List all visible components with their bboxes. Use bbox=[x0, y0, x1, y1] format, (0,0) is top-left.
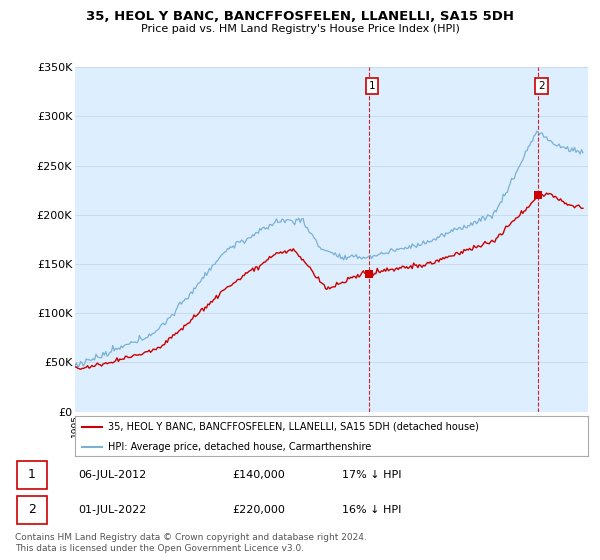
FancyBboxPatch shape bbox=[17, 460, 47, 488]
Text: 01-JUL-2022: 01-JUL-2022 bbox=[78, 505, 146, 515]
Text: Contains HM Land Registry data © Crown copyright and database right 2024.: Contains HM Land Registry data © Crown c… bbox=[15, 533, 367, 542]
Text: This data is licensed under the Open Government Licence v3.0.: This data is licensed under the Open Gov… bbox=[15, 544, 304, 553]
Text: 1: 1 bbox=[28, 468, 35, 481]
Text: 1: 1 bbox=[369, 81, 376, 91]
Text: £140,000: £140,000 bbox=[233, 470, 286, 479]
FancyBboxPatch shape bbox=[17, 496, 47, 524]
Text: 06-JUL-2012: 06-JUL-2012 bbox=[78, 470, 146, 479]
Text: £220,000: £220,000 bbox=[233, 505, 286, 515]
Text: 16% ↓ HPI: 16% ↓ HPI bbox=[341, 505, 401, 515]
Text: HPI: Average price, detached house, Carmarthenshire: HPI: Average price, detached house, Carm… bbox=[109, 442, 371, 452]
Text: 2: 2 bbox=[28, 503, 35, 516]
Text: 35, HEOL Y BANC, BANCFFOSFELEN, LLANELLI, SA15 5DH: 35, HEOL Y BANC, BANCFFOSFELEN, LLANELLI… bbox=[86, 10, 514, 23]
Text: 17% ↓ HPI: 17% ↓ HPI bbox=[341, 470, 401, 479]
Text: 2: 2 bbox=[538, 81, 545, 91]
Text: Price paid vs. HM Land Registry's House Price Index (HPI): Price paid vs. HM Land Registry's House … bbox=[140, 24, 460, 34]
Text: 35, HEOL Y BANC, BANCFFOSFELEN, LLANELLI, SA15 5DH (detached house): 35, HEOL Y BANC, BANCFFOSFELEN, LLANELLI… bbox=[109, 422, 479, 432]
